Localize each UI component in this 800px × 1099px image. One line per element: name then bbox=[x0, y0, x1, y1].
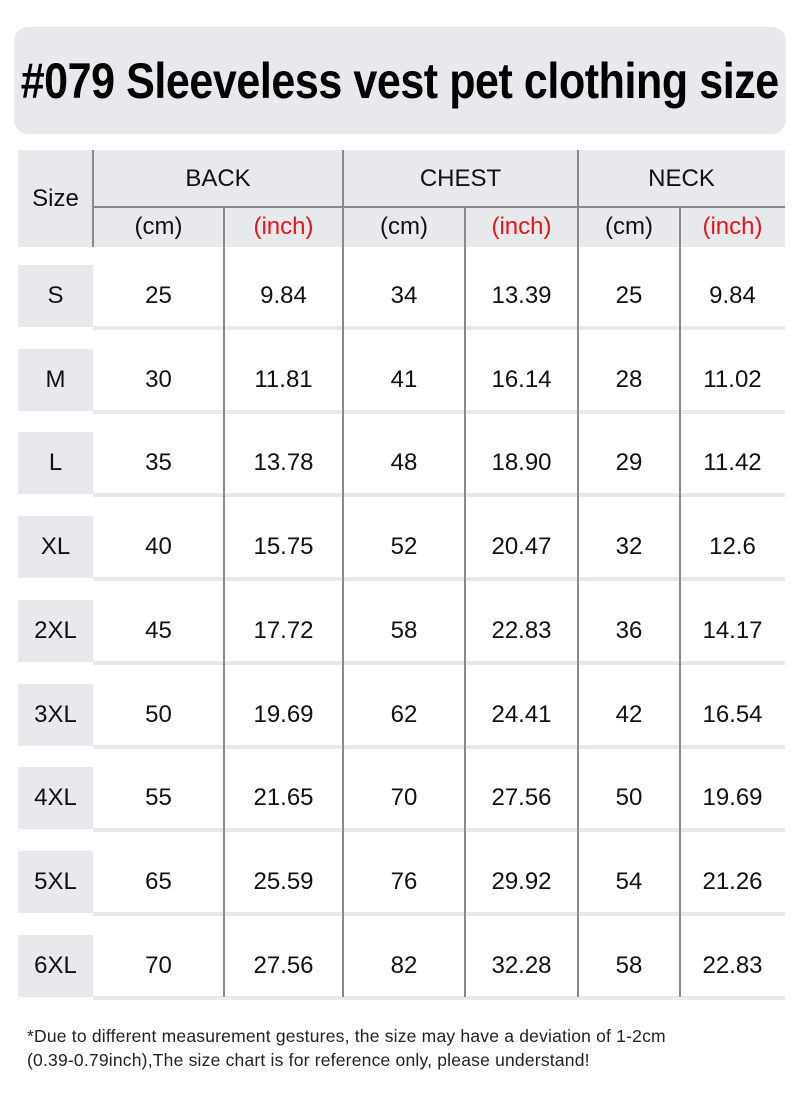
row-separator bbox=[93, 911, 785, 916]
row-separator bbox=[93, 577, 785, 582]
table-cell: 16.54 bbox=[702, 700, 763, 728]
size-label: S bbox=[18, 265, 93, 327]
size-label: 5XL bbox=[18, 850, 93, 913]
table-cell: 32.28 bbox=[491, 951, 552, 979]
table-cell: 82 bbox=[390, 951, 418, 979]
table-cell: 70 bbox=[145, 951, 172, 979]
table-cell: 30 bbox=[145, 365, 172, 393]
row-separator bbox=[93, 828, 785, 833]
page-title: #079 Sleeveless vest pet clothing size bbox=[20, 52, 780, 109]
table-cell: 19.69 bbox=[253, 700, 314, 728]
column-divider bbox=[464, 207, 466, 997]
table-cell: 35 bbox=[145, 449, 172, 477]
row-separator bbox=[93, 744, 785, 749]
column-divider bbox=[679, 207, 681, 997]
table-cell: 25.59 bbox=[253, 867, 314, 895]
table-cell: 58 bbox=[390, 616, 418, 644]
unit-header: (inch) bbox=[680, 207, 785, 247]
table-cell: 29.92 bbox=[491, 867, 552, 895]
table-cell: 42 bbox=[615, 700, 643, 728]
column-group-header: CHEST bbox=[343, 150, 578, 207]
table-cell: 28 bbox=[615, 365, 643, 393]
column-group-header: BACK bbox=[93, 150, 343, 207]
row-separator bbox=[93, 326, 785, 330]
table-cell: 65 bbox=[145, 867, 172, 895]
column-divider bbox=[342, 150, 344, 997]
table-cell: 34 bbox=[390, 282, 418, 309]
table-cell: 13.78 bbox=[253, 449, 314, 477]
table-cell: 18.90 bbox=[491, 449, 552, 477]
size-label: L bbox=[18, 432, 93, 495]
table-cell: 11.02 bbox=[703, 365, 762, 393]
unit-header: (cm) bbox=[93, 207, 224, 247]
table-cell: 16.14 bbox=[491, 365, 552, 393]
table-cell: 21.26 bbox=[702, 867, 763, 895]
table-cell: 11.42 bbox=[703, 449, 762, 477]
table-cell: 50 bbox=[615, 784, 643, 812]
table-cell: 9.84 bbox=[709, 282, 756, 309]
row-separator bbox=[93, 409, 785, 414]
size-header: Size bbox=[18, 150, 93, 247]
table-cell: 12.6 bbox=[709, 533, 756, 561]
unit-header: (inch) bbox=[465, 207, 578, 247]
unit-header: (cm) bbox=[343, 207, 465, 247]
table-cell: 27.56 bbox=[253, 951, 314, 979]
table-cell: 29 bbox=[615, 449, 643, 477]
table-cell: 13.39 bbox=[491, 282, 552, 309]
column-divider bbox=[92, 150, 94, 247]
table-cell: 50 bbox=[145, 700, 172, 728]
size-label: 4XL bbox=[18, 767, 93, 830]
table-cell: 22.83 bbox=[491, 616, 552, 644]
table-cell: 14.17 bbox=[702, 616, 763, 644]
size-label: M bbox=[18, 348, 93, 411]
column-divider bbox=[577, 150, 579, 997]
table-cell: 52 bbox=[390, 533, 418, 561]
row-separator bbox=[93, 995, 785, 1000]
table-cell: 62 bbox=[390, 700, 418, 728]
table-cell: 21.65 bbox=[253, 784, 314, 812]
table-cell: 55 bbox=[145, 784, 172, 812]
table-cell: 11.81 bbox=[254, 365, 313, 393]
table-cell: 9.84 bbox=[260, 282, 307, 309]
table-cell: 19.69 bbox=[702, 784, 763, 812]
unit-header: (cm) bbox=[578, 207, 680, 247]
table-cell: 76 bbox=[390, 867, 418, 895]
size-label: 2XL bbox=[18, 599, 93, 662]
column-divider bbox=[223, 207, 225, 997]
title-banner: #079 Sleeveless vest pet clothing size bbox=[14, 27, 786, 134]
column-group-header: NECK bbox=[578, 150, 785, 207]
table-cell: 36 bbox=[615, 616, 643, 644]
table-cell: 20.47 bbox=[491, 533, 552, 561]
footnote: *Due to different measurement gestures, … bbox=[27, 1024, 666, 1072]
table-cell: 70 bbox=[390, 784, 418, 812]
unit-header: (inch) bbox=[224, 207, 343, 247]
table-cell: 25 bbox=[615, 282, 643, 309]
size-label: 6XL bbox=[18, 934, 93, 997]
table-cell: 41 bbox=[390, 365, 418, 393]
table-cell: 40 bbox=[145, 533, 172, 561]
table-cell: 48 bbox=[390, 449, 418, 477]
table-cell: 54 bbox=[615, 867, 643, 895]
table-cell: 58 bbox=[615, 951, 643, 979]
size-label: 3XL bbox=[18, 683, 93, 746]
size-label: XL bbox=[18, 516, 93, 579]
footnote-line: *Due to different measurement gestures, … bbox=[27, 1026, 666, 1046]
table-cell: 22.83 bbox=[702, 951, 763, 979]
table-cell: 27.56 bbox=[491, 784, 552, 812]
table-cell: 45 bbox=[145, 616, 172, 644]
table-cell: 24.41 bbox=[491, 700, 552, 728]
row-separator bbox=[93, 660, 785, 665]
table-cell: 32 bbox=[615, 533, 643, 561]
header-divider bbox=[93, 206, 785, 208]
footnote-line: (0.39-0.79inch),The size chart is for re… bbox=[27, 1050, 590, 1070]
table-cell: 17.72 bbox=[253, 616, 314, 644]
row-separator bbox=[93, 493, 785, 498]
table-cell: 25 bbox=[145, 282, 172, 309]
table-cell: 15.75 bbox=[253, 533, 314, 561]
